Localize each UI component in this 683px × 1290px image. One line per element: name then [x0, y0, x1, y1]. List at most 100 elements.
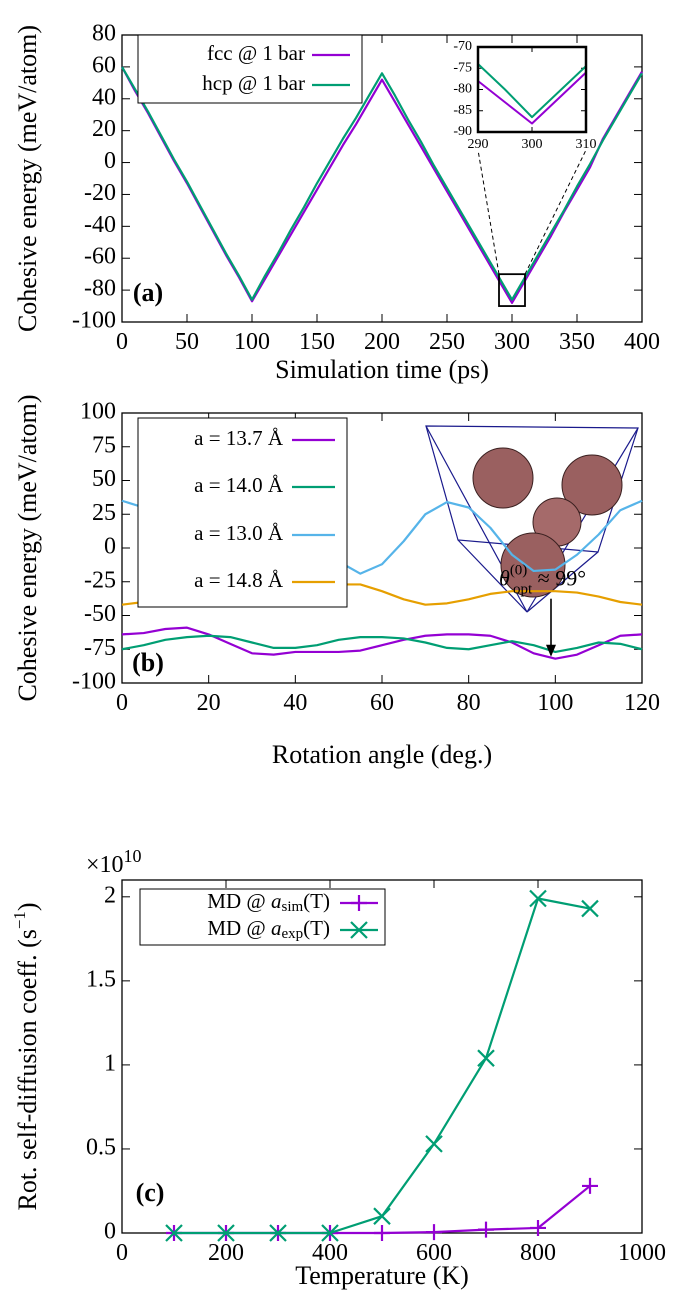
legend-sub: exp — [282, 926, 304, 942]
x-tick-label: 60 — [370, 690, 394, 716]
x-tick-label: 400 — [624, 329, 660, 355]
legend-label: hcp @ 1 bar — [202, 71, 305, 95]
legend-label: a = 13.7 Å — [194, 426, 284, 450]
y-tick-label: 80 — [92, 21, 116, 47]
zoom-connector — [477, 149, 500, 275]
y-tick-label: -85 — [453, 103, 472, 118]
y-axis-label: Rot. self-diffusion coeff. (s−1) — [10, 902, 42, 1210]
y-tick-label: -100 — [72, 308, 116, 334]
annotation-sub: opt — [513, 582, 533, 598]
marker — [373, 1207, 391, 1225]
x-tick-label: 150 — [299, 329, 335, 355]
y-tick-label: -90 — [453, 124, 472, 139]
marker — [426, 1224, 442, 1241]
x-tick-label: 300 — [522, 137, 543, 152]
y-tick-label: -100 — [72, 669, 116, 695]
x-tick-label: 0 — [116, 1240, 128, 1266]
annotation-symbol: θ — [499, 566, 510, 591]
molecule — [500, 532, 566, 598]
y-axis-label-text: Cohesive energy (meV/atom) — [13, 394, 42, 701]
y-tick-label: 60 — [92, 52, 116, 78]
y-tick-label: -70 — [453, 39, 472, 54]
x-tick-label: 290 — [468, 137, 489, 152]
marker — [269, 1224, 287, 1242]
zoom-box — [498, 273, 526, 307]
x-tick-label: 310 — [576, 137, 597, 152]
legend-name: a = 13.7 Å — [194, 426, 284, 450]
y-tick-label: 2 — [104, 882, 116, 908]
y-tick-label: 100 — [80, 399, 116, 425]
y-tick-label: -60 — [84, 244, 116, 270]
legend-box — [137, 417, 348, 608]
x-tick-label: 80 — [457, 690, 481, 716]
y-multiplier-base: ×10 — [86, 852, 124, 878]
legend-label: MD @ asim(T) — [207, 889, 330, 916]
inset-frame — [476, 45, 588, 134]
marker — [477, 1049, 495, 1067]
x-tick-label: 300 — [494, 329, 530, 355]
y-tick-label: -80 — [453, 82, 472, 97]
legend-label: MD @ aexp(T) — [207, 916, 330, 943]
legend-tail: (T) — [303, 916, 330, 940]
y-axis-label-sup: −1 — [10, 911, 29, 929]
marker — [425, 1135, 443, 1153]
series-line — [121, 66, 643, 301]
x-tick-label: 40 — [283, 690, 307, 716]
x-tick-label: 120 — [624, 690, 660, 716]
annotation: θ(0) opt ≈ 99° — [499, 563, 586, 598]
x-axis-label: Temperature (K) — [295, 1261, 469, 1290]
y-tick-label: 40 — [92, 84, 116, 110]
y-tick-label: 25 — [92, 500, 116, 526]
marker — [350, 921, 368, 939]
marker — [165, 1224, 183, 1242]
y-axis-label-text: Rot. self-diffusion coeff. (s — [13, 929, 42, 1210]
annotation-sup: (0) — [510, 563, 528, 579]
marker — [582, 1177, 598, 1194]
panel-label: (b) — [132, 648, 164, 677]
zoom-connector — [524, 149, 587, 275]
y-tick-label: 0 — [104, 148, 116, 174]
legend-tail: (T) — [303, 889, 330, 913]
y-tick-label: 0 — [104, 1219, 116, 1245]
x-tick-label: 800 — [520, 1240, 556, 1266]
y-tick-label: -75 — [84, 635, 116, 661]
y-tick-label: 0 — [104, 534, 116, 560]
legend-box — [137, 34, 363, 104]
y-tick-label: -80 — [84, 276, 116, 302]
y-tick-label: 1.5 — [86, 966, 116, 992]
y-tick-label: -40 — [84, 212, 116, 238]
x-tick-label: 100 — [537, 690, 573, 716]
series-line — [477, 71, 587, 125]
y-tick-label: -75 — [453, 60, 472, 75]
x-tick-label: 350 — [559, 329, 595, 355]
series-line — [121, 634, 643, 654]
legend-name: a = 14.8 Å — [194, 568, 284, 592]
legend-box — [139, 888, 386, 946]
y-multiplier: ×1010 — [86, 846, 142, 877]
y-tick-label: -50 — [84, 601, 116, 627]
annotation-arrowhead — [546, 644, 556, 657]
y-tick-label: -20 — [84, 180, 116, 206]
legend-label: fcc @ 1 bar — [207, 41, 305, 65]
x-tick-label: 200 — [364, 329, 400, 355]
x-tick-label: 250 — [429, 329, 465, 355]
legend-symbol: a — [271, 889, 282, 913]
y-multiplier-exp: 10 — [124, 846, 142, 866]
series-line — [174, 897, 591, 1235]
annotation-text: ≈ 99° — [532, 566, 586, 591]
x-tick-label: 200 — [208, 1240, 244, 1266]
legend-sub: sim — [281, 899, 303, 915]
series-line — [477, 63, 587, 119]
x-tick-label: 400 — [312, 1240, 348, 1266]
x-tick-label: 600 — [416, 1240, 452, 1266]
cell-edge — [526, 551, 599, 613]
panel-label: (c) — [136, 1178, 165, 1207]
x-tick-label: 20 — [197, 690, 221, 716]
marker — [581, 899, 599, 918]
legend-label: a = 14.0 Å — [194, 473, 284, 497]
y-tick-label: 0.5 — [86, 1134, 116, 1160]
y-tick-label: 20 — [92, 116, 116, 142]
legend-name: fcc @ 1 bar — [207, 41, 305, 65]
x-tick-label: 100 — [234, 329, 270, 355]
